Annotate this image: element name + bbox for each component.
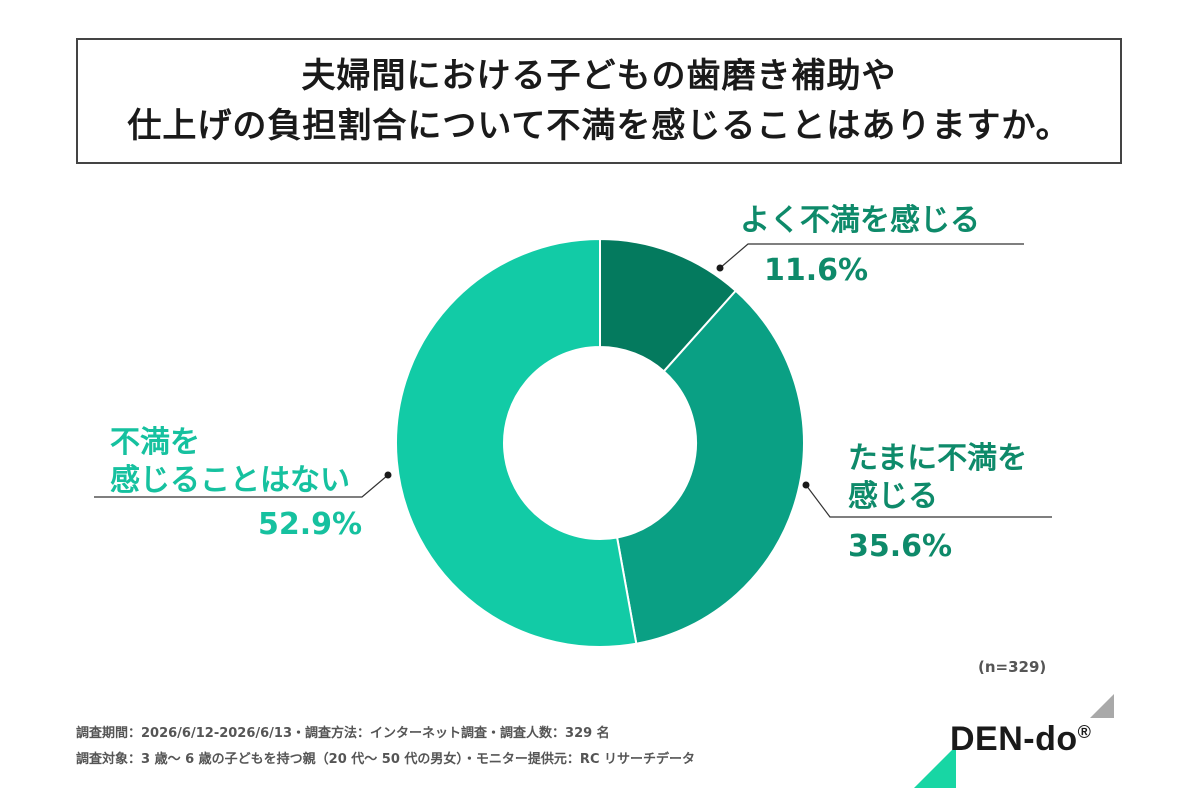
logo-mark: ® (1077, 722, 1092, 742)
slice-label-sometimes-line-1: たまに不満を (848, 441, 1028, 476)
slice-label-sometimes: たまに不満を 感じる (848, 440, 1027, 516)
logo-green-shape (914, 746, 956, 788)
leader-line-never (94, 474, 389, 498)
sample-size-note: (n=329) (978, 658, 1047, 676)
slice-label-never-line-2: 感じることはない (110, 463, 350, 498)
title-line-2: 仕上げの負担割合について不満を感じることはありますか。 (127, 106, 1071, 146)
slice-value-often: 11.6% (764, 253, 869, 288)
slice-label-often-line: よく不満を感じる (740, 203, 980, 238)
leader-dot-never (384, 471, 392, 479)
title-box: 夫婦間における子どもの歯磨き補助や 仕上げの負担割合について不満を感じることはあ… (76, 38, 1122, 164)
title-line-1: 夫婦間における子どもの歯磨き補助や (301, 56, 897, 96)
logo-text: DEN-do (950, 720, 1078, 758)
footer-survey-info: 調査期間：2026/6/12-2026/6/13・調査方法：インターネット調査・… (76, 726, 610, 741)
footer-survey-target: 調査対象：3 歳〜 6 歳の子どもを持つ親（20 代〜 50 代の男女）・モニタ… (76, 752, 696, 767)
slice-label-often: よく不満を感じる (740, 202, 980, 240)
leader-line-sometimes (805, 484, 1052, 518)
leader-line-often (719, 243, 1024, 269)
slice-sometimes (615, 289, 805, 645)
slice-label-sometimes-line-2: 感じる (848, 479, 938, 514)
den-do-logo: DEN-do® (950, 720, 1091, 759)
slice-label-never-line-1: 不満を (110, 425, 200, 460)
slice-value-sometimes: 35.6% (848, 529, 953, 564)
slice-label-never: 不満を 感じることはない (110, 424, 350, 500)
slice-value-never: 52.9% (258, 507, 363, 542)
leader-dot-sometimes (802, 481, 810, 489)
leader-dot-often (716, 264, 724, 272)
slice-never (394, 237, 638, 648)
logo-gray-triangle (1090, 694, 1114, 718)
